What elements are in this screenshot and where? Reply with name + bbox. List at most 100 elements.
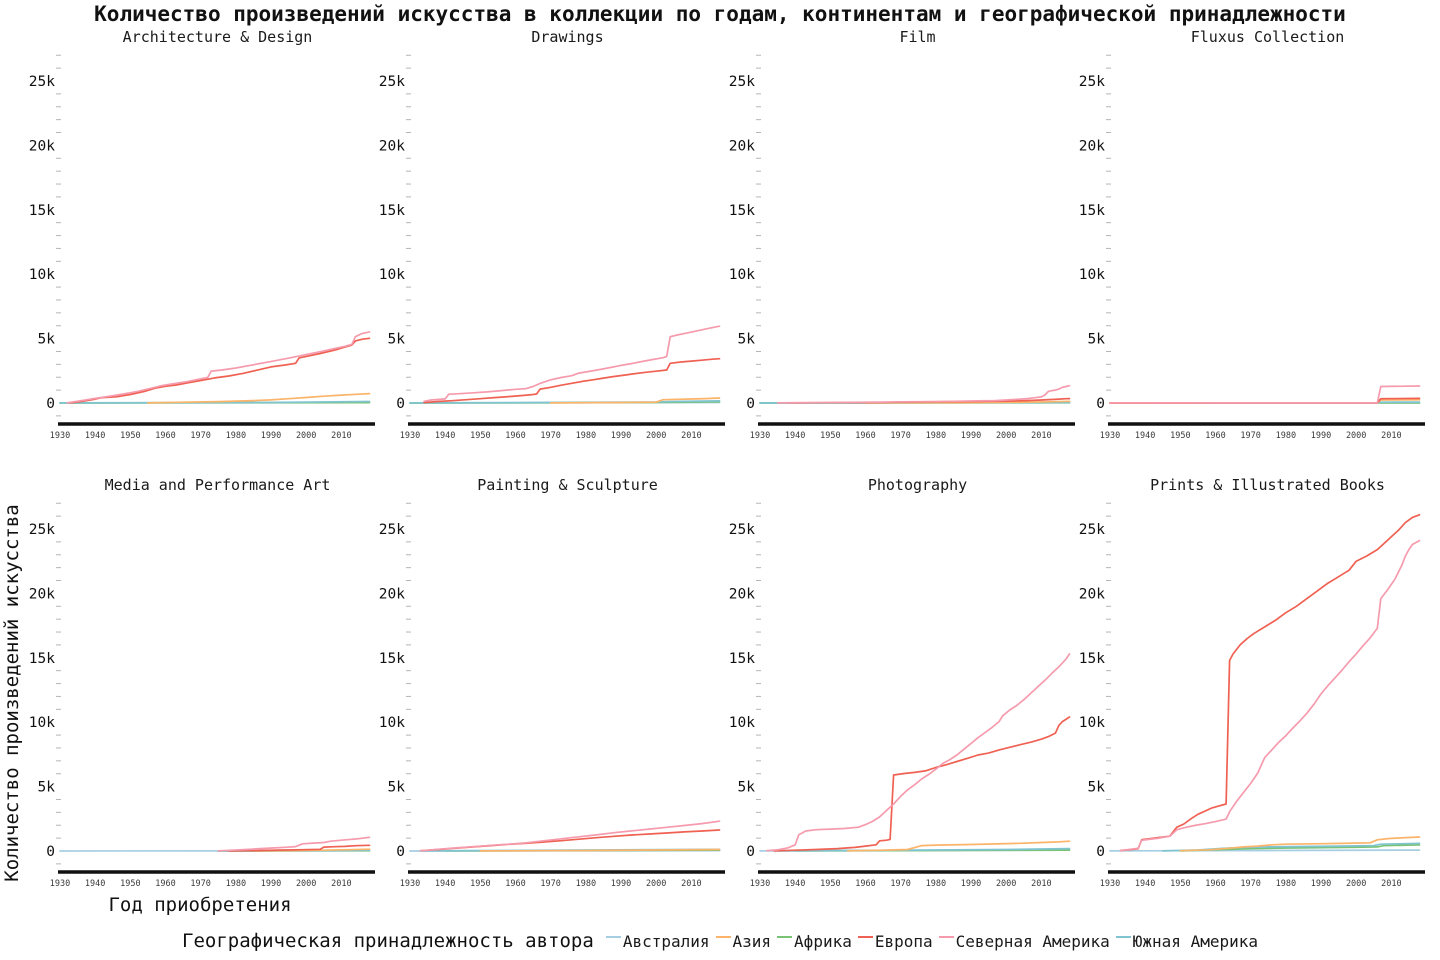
legend-line-swatch <box>605 936 621 938</box>
x-tick-label: 1990 <box>961 879 981 889</box>
facet-chart: 0 5k 10k 15k 20k 25k 1930 1940 1950 1960 1970 1980 1… <box>729 502 1075 889</box>
x-tick-label: 1940 <box>1135 431 1155 441</box>
facet-drawings: Drawings 0 5k 10k 15k 20k 25k 1930 1940 1950 1960… <box>375 28 725 445</box>
y-tick-label: 5k <box>738 780 756 796</box>
x-tick-label: 1960 <box>505 431 525 441</box>
x-tick-label: 1990 <box>261 431 281 441</box>
x-tick-label: 1960 <box>1205 879 1225 889</box>
facet-chart: 0 5k 10k 15k 20k 25k 1930 1940 1950 1960 1970 1980 1… <box>1079 54 1425 441</box>
y-tick-label: 20k <box>379 586 405 602</box>
x-tick-label: 1930 <box>400 879 420 889</box>
x-tick-label: 1950 <box>120 879 140 889</box>
x-tick-label: 1980 <box>1276 879 1296 889</box>
x-tick-label: 1980 <box>1276 431 1296 441</box>
series-line <box>1179 844 1421 852</box>
legend-entry: Австралия <box>605 931 710 951</box>
x-tick-label: 1990 <box>961 431 981 441</box>
x-tick-label: 1940 <box>85 879 105 889</box>
figure-title: Количество произведений искусства в колл… <box>94 2 1346 26</box>
y-tick-label: 25k <box>29 522 55 538</box>
x-tick-label: 1990 <box>261 879 281 889</box>
y-tick-label: 0 <box>1096 844 1105 860</box>
x-tick-label: 1960 <box>155 431 175 441</box>
y-tick-label: 25k <box>1079 522 1105 538</box>
y-tick-label: 25k <box>1079 74 1105 90</box>
facet-title: Painting & Sculpture <box>477 476 658 494</box>
series-line <box>1109 385 1421 404</box>
x-tick-label: 1940 <box>785 879 805 889</box>
legend-title: Географическая принадлежность автора <box>182 930 594 952</box>
series-line <box>419 820 721 852</box>
y-tick-label: 20k <box>29 586 55 602</box>
y-tick-label: 10k <box>29 715 55 731</box>
facet-title: Photography <box>867 476 968 494</box>
series-line <box>423 357 721 404</box>
series-line <box>847 840 1071 852</box>
x-tick-label: 2010 <box>1031 431 1051 441</box>
legend-label: Австралия <box>622 931 710 951</box>
series-line <box>766 653 1071 852</box>
y-tick-label: 0 <box>46 396 55 412</box>
x-tick-label: 1930 <box>400 431 420 441</box>
x-tick-label: 1930 <box>1100 431 1120 441</box>
facet-title: Film <box>899 28 936 46</box>
x-tick-label: 1990 <box>1311 879 1331 889</box>
legend-label: Европа <box>874 931 933 951</box>
x-tick-label: 2000 <box>996 431 1016 441</box>
series-line <box>69 337 371 404</box>
legend-line-swatch <box>938 936 954 938</box>
x-tick-label: 1940 <box>785 431 805 441</box>
facet-title: Fluxus Collection <box>1190 28 1345 46</box>
facet-chart: 0 5k 10k 15k 20k 25k 1930 1940 1950 1960 1970 1980 1… <box>1079 502 1425 889</box>
y-tick-label: 20k <box>29 138 55 154</box>
legend-label: Северная Америка <box>955 931 1110 951</box>
facet-film: Film 0 5k 10k 15k 20k 25k 1930 1940 1950 1960 1970… <box>725 28 1075 445</box>
y-tick-label: 0 <box>396 844 405 860</box>
facet-chart: 0 5k 10k 15k 20k 25k 1930 1940 1950 1960 1970 1980 1… <box>379 54 725 441</box>
x-tick-label: 1990 <box>1311 431 1331 441</box>
x-tick-label: 1940 <box>85 431 105 441</box>
y-tick-label: 15k <box>729 651 755 667</box>
series-line <box>409 400 721 404</box>
y-tick-label: 5k <box>1088 332 1106 348</box>
legend-line-swatch <box>777 936 793 938</box>
x-tick-label: 1940 <box>435 431 455 441</box>
x-tick-label: 2010 <box>331 879 351 889</box>
x-tick-label: 1930 <box>50 431 70 441</box>
x-tick-label: 1950 <box>820 431 840 441</box>
x-tick-label: 2010 <box>1381 879 1401 889</box>
series-line <box>549 397 721 404</box>
x-tick-label: 1950 <box>470 879 490 889</box>
x-tick-label: 1960 <box>855 879 875 889</box>
series-line <box>864 400 1071 404</box>
series-line <box>1119 513 1421 852</box>
y-tick-label: 20k <box>729 586 755 602</box>
y-tick-label: 10k <box>379 715 405 731</box>
x-tick-label: 1940 <box>435 879 455 889</box>
legend-line-swatch <box>1115 936 1131 938</box>
legend-entry: Азия <box>715 932 771 951</box>
x-tick-label: 1950 <box>820 879 840 889</box>
y-tick-label: 0 <box>396 396 405 412</box>
x-tick-label: 2010 <box>1031 879 1051 889</box>
x-tick-label: 1960 <box>855 431 875 441</box>
x-axis-title: Год приобретения <box>108 894 292 916</box>
y-tick-label: 25k <box>729 74 755 90</box>
legend-label: Африка <box>794 931 852 951</box>
y-tick-label: 15k <box>729 203 755 219</box>
y-tick-label: 15k <box>1079 651 1105 667</box>
y-tick-label: 0 <box>46 844 55 860</box>
series-line <box>59 400 371 404</box>
legend-entry: Африка <box>777 932 852 951</box>
x-tick-label: 1930 <box>750 879 770 889</box>
y-tick-label: 10k <box>1079 715 1105 731</box>
y-tick-label: 10k <box>729 715 755 731</box>
facet-prints-illustrated-books: Prints & Illustrated Books 0 5k 10k 15k 20k 2… <box>1075 476 1425 893</box>
x-tick-label: 2010 <box>681 431 701 441</box>
facet-photography: Photography 0 5k 10k 15k 20k 25k 1930 1940 1950 1… <box>725 476 1075 893</box>
legend: Географическая принадлежность автора Авс… <box>0 930 1440 952</box>
y-tick-label: 0 <box>746 396 755 412</box>
x-tick-label: 2000 <box>296 431 316 441</box>
x-tick-label: 1980 <box>926 879 946 889</box>
